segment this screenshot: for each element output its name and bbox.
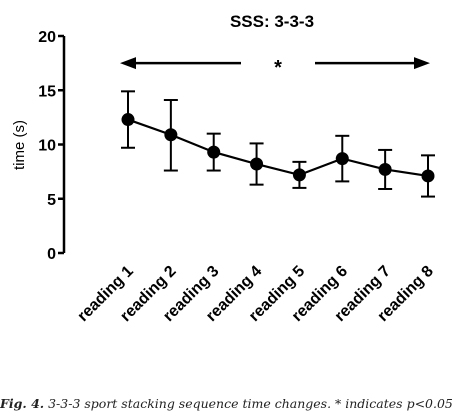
y-tick-label: 5 xyxy=(47,192,56,209)
data-point xyxy=(207,145,221,159)
significance-marker: * xyxy=(274,57,282,79)
figure-caption: Fig. 4. 3-3-3 sport stacking sequence ti… xyxy=(0,392,476,416)
series-line xyxy=(127,118,429,178)
y-tick-label: 15 xyxy=(38,83,56,100)
data-point xyxy=(421,169,435,183)
data-point xyxy=(292,168,306,182)
data-point xyxy=(378,162,392,176)
data-point xyxy=(121,113,135,127)
data-point xyxy=(335,152,349,166)
y-tick-label: 0 xyxy=(47,246,56,263)
y-tick-label: 10 xyxy=(38,138,56,155)
y-axis-label: time (s) xyxy=(11,120,28,170)
data-point xyxy=(164,128,178,142)
data-point xyxy=(250,157,264,171)
caption-text: 3-3-3 sport stacking sequence time chang… xyxy=(48,396,453,411)
significance-arrowhead-right xyxy=(414,57,430,70)
chart-title: SSS: 3-3-3 xyxy=(230,12,314,31)
significance-arrowhead-left xyxy=(120,57,136,70)
y-tick-label: 20 xyxy=(38,29,56,46)
caption-label: Fig. 4. xyxy=(0,396,45,411)
